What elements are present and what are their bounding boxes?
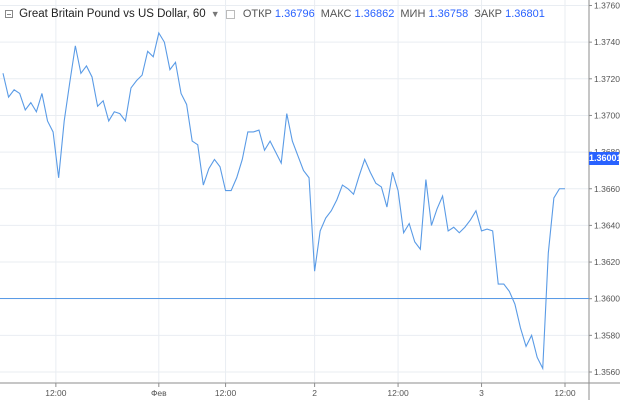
price-axis-panel[interactable] [589,0,620,383]
grid-horizontal [0,4,589,373]
high-value: 1.36862 [354,8,395,20]
grid-vertical [55,0,566,383]
low-label: МИН [400,8,426,20]
symbol-title: Great Britain Pound vs US Dollar, 60 [19,8,206,20]
y-tick-label: 1.37600 [594,0,620,10]
x-tick-label: 3 [479,388,484,398]
open-value: 1.36796 [274,8,315,20]
y-tick-label: 1.36400 [594,220,620,230]
y-tick-label: 1.36000 [594,294,620,304]
y-tick-label: 1.36200 [594,257,620,267]
chevron-down-icon[interactable]: ▼ [210,9,220,19]
low-value: 1.36758 [428,8,469,20]
x-tick-label: 12:00 [45,388,67,398]
close-value: 1.36801 [505,8,545,20]
current-price-tag: 1.36001 [589,152,620,165]
close-label: ЗАКР [474,8,503,20]
y-tick-label: 1.37400 [594,37,620,47]
y-tick-label: 1.36600 [594,184,620,194]
y-tick-label: 1.35800 [594,330,620,340]
collapse-legend-icon[interactable] [5,10,13,19]
high-label: МАКС [320,8,352,20]
x-tick-label: Фев [151,388,167,398]
x-tick-label: 12:00 [387,388,409,398]
settings-square-icon[interactable] [225,9,235,19]
y-tick-label: 1.37200 [594,74,620,84]
x-tick-label: 2 [312,388,317,398]
x-tick-label: 12:00 [215,388,237,398]
open-label: ОТКР [242,8,272,20]
series-line [2,31,565,371]
x-tick-label: 12:00 [554,388,576,398]
chart-legend: Great Britain Pound vs US Dollar, 60 ▼ О… [5,8,545,20]
y-tick-label: 1.37000 [594,110,620,120]
y-tick-label: 1.35600 [594,367,620,377]
